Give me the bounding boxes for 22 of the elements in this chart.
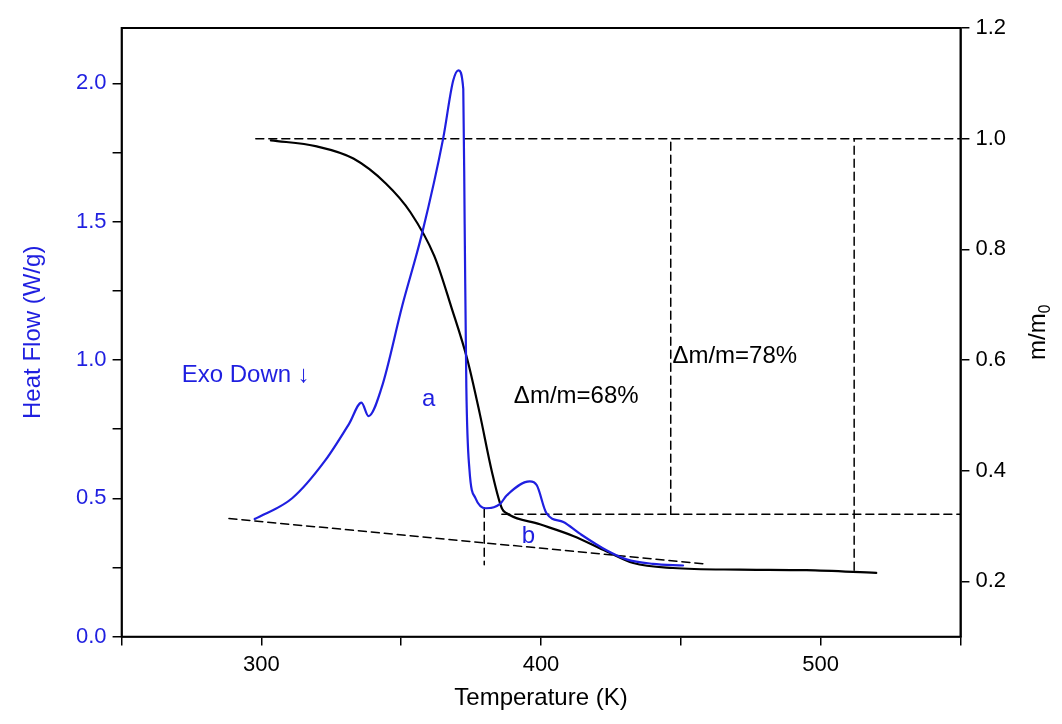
y2-tick-label: 0.4 — [975, 456, 1007, 482]
x-tick-label: 500 — [802, 650, 839, 676]
y-tick-label: 1.5 — [75, 207, 107, 233]
y2-tick-label: 0.6 — [975, 346, 1007, 372]
annotation: Δm/m=68% — [513, 380, 639, 408]
y2-axis-title: m/m0 — [1023, 304, 1053, 360]
x-axis-title: Temperature (K) — [454, 683, 628, 711]
annotation: Δm/m=78% — [672, 340, 798, 368]
y-tick-label: 2.0 — [75, 69, 107, 95]
y-tick-label: 1.0 — [75, 346, 107, 372]
y2-tick-label: 1.2 — [975, 14, 1007, 40]
y2-tick-label: 0.2 — [975, 567, 1007, 593]
y2-tick-label: 1.0 — [975, 124, 1007, 150]
annotation: b — [521, 520, 536, 548]
y-tick-label: 0.5 — [75, 484, 107, 510]
y-tick-label: 0.0 — [75, 622, 107, 648]
x-tick-label: 300 — [243, 650, 280, 676]
annotation: a — [421, 384, 436, 412]
y-axis-title: Heat Flow (W/g) — [18, 245, 46, 419]
x-tick-label: 400 — [522, 650, 560, 676]
y2-tick-label: 0.8 — [975, 235, 1007, 261]
annotation: Exo Down ↓ — [181, 359, 310, 387]
